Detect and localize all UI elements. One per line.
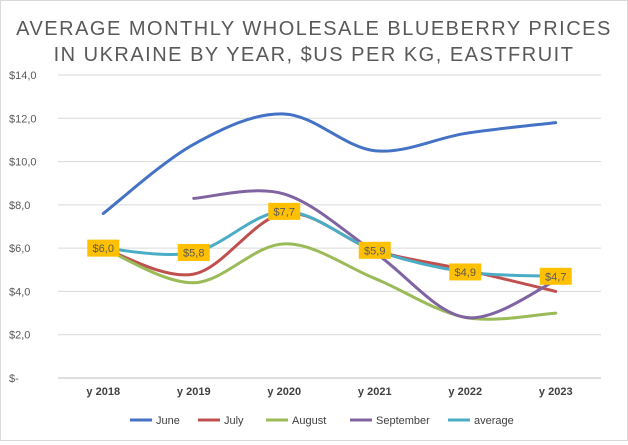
data-label: $4,9 bbox=[455, 267, 476, 279]
series-lines bbox=[101, 112, 558, 321]
y-tick-label: $12,0 bbox=[9, 113, 37, 125]
series-line-average bbox=[101, 209, 558, 278]
x-tick-label: y 2020 bbox=[267, 386, 301, 398]
series-line-june bbox=[101, 112, 558, 216]
data-label: $5,9 bbox=[364, 245, 385, 257]
data-label-box bbox=[358, 241, 391, 259]
data-labels: $6,0 $5,8 $7,7 $5,9 $4,9 $4,7 bbox=[87, 202, 572, 285]
x-axis-ticks: y 2018 y 2019 y 2020 y 2021 y 2022 y 2023 bbox=[86, 386, 572, 398]
chart-title-line-1: AVERAGE MONTHLY WHOLESALE BLUEBERRY PRIC… bbox=[16, 18, 612, 40]
x-tick-label: y 2018 bbox=[86, 386, 120, 398]
x-tick-label: y 2022 bbox=[448, 386, 482, 398]
legend-label: September bbox=[376, 415, 430, 427]
y-tick-label: $8,0 bbox=[9, 200, 30, 212]
data-label: $6,0 bbox=[93, 243, 114, 255]
data-label-box bbox=[449, 263, 482, 281]
legend-label: average bbox=[474, 415, 514, 427]
x-tick-label: y 2023 bbox=[539, 386, 573, 398]
x-tick-label: y 2021 bbox=[358, 386, 392, 398]
data-label: $4,7 bbox=[545, 271, 566, 283]
x-tick-label: y 2019 bbox=[177, 386, 211, 398]
y-tick-label: $- bbox=[9, 373, 19, 385]
y-tick-label: $14,0 bbox=[9, 70, 37, 82]
y-tick-label: $6,0 bbox=[9, 243, 30, 255]
chart-title-line-2: IN UKRAINE BY YEAR, $US PER KG, EASTFRUI… bbox=[54, 44, 575, 66]
data-label: $5,8 bbox=[183, 247, 204, 259]
legend-label: August bbox=[292, 415, 326, 427]
legend: June July August September average bbox=[130, 415, 514, 427]
data-label: $7,7 bbox=[274, 206, 295, 218]
y-tick-label: $10,0 bbox=[9, 157, 37, 169]
data-label-box bbox=[539, 267, 572, 285]
gridlines bbox=[58, 74, 601, 379]
y-tick-label: $2,0 bbox=[9, 330, 30, 342]
legend-label: July bbox=[224, 415, 244, 427]
y-axis-ticks: $- $2,0 $4,0 $6,0 $8,0 $10,0 $12,0 $14,0 bbox=[9, 70, 37, 385]
y-tick-label: $4,0 bbox=[9, 286, 30, 298]
legend-label: June bbox=[156, 415, 180, 427]
data-label-box bbox=[177, 243, 210, 261]
data-label-box bbox=[87, 239, 120, 257]
data-label-box bbox=[268, 202, 301, 220]
